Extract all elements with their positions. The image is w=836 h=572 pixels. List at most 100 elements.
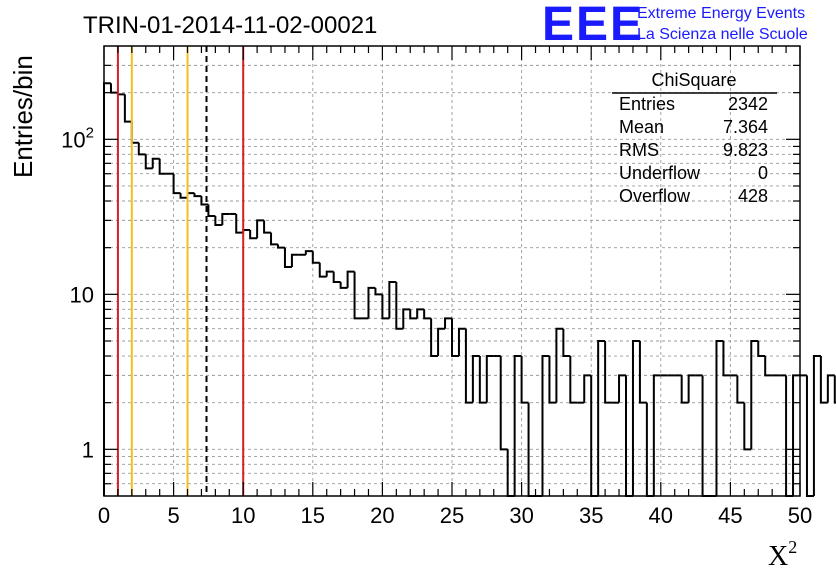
histogram-bin xyxy=(826,374,835,403)
histogram-bin xyxy=(464,328,473,404)
histogram-bin xyxy=(381,294,390,320)
histogram-bin xyxy=(430,318,439,358)
histogram-bin xyxy=(590,375,599,497)
eee-logo: EEE xyxy=(542,0,644,51)
x-tick-label: 20 xyxy=(370,503,394,528)
stats-box: ChiSquare Entries 2342 Mean 7.364 RMS 9.… xyxy=(612,70,777,206)
stats-row: Entries 2342 xyxy=(619,94,768,114)
stats-label: Entries xyxy=(619,94,675,114)
histogram-bin xyxy=(631,339,640,496)
histogram-bin xyxy=(457,327,466,357)
histogram-bin xyxy=(569,356,578,404)
histogram-bin xyxy=(792,374,800,496)
histogram-bin xyxy=(520,356,529,404)
histogram-bin xyxy=(625,375,633,497)
histogram-bin xyxy=(555,327,564,403)
histogram-bin xyxy=(123,94,132,123)
histogram-bin xyxy=(242,229,251,233)
x-axis-label: X2 xyxy=(768,537,797,572)
x-tick-label: 30 xyxy=(509,503,533,528)
histogram-bin xyxy=(722,340,731,377)
histogram-bin xyxy=(151,157,160,169)
histogram-bin xyxy=(597,339,606,496)
stats-row: Mean 7.364 xyxy=(619,117,768,137)
histogram-bin xyxy=(743,402,752,451)
histogram-bin xyxy=(388,281,397,319)
stats-title: ChiSquare xyxy=(651,70,736,90)
stats-value: 7.364 xyxy=(723,117,768,137)
histogram-bin xyxy=(583,374,592,403)
x-tick-label: 0 xyxy=(98,503,110,528)
histogram-bin xyxy=(235,213,244,234)
histogram-bin xyxy=(805,375,814,497)
reference-lines xyxy=(116,46,245,496)
histogram-bin xyxy=(318,262,327,278)
histogram-bin xyxy=(325,270,334,277)
histogram-bin xyxy=(283,247,292,269)
x-axis-label-superscript: 2 xyxy=(788,537,797,557)
histogram-bin xyxy=(109,83,118,94)
brand-line-1: Extreme Energy Events xyxy=(637,5,805,22)
y-tick-label: 10 xyxy=(70,282,94,307)
histogram-bin xyxy=(144,154,153,170)
histogram-bin xyxy=(562,328,571,358)
histogram-bin xyxy=(416,308,425,319)
histogram-bin xyxy=(256,219,265,239)
histogram-bin xyxy=(652,374,661,496)
stats-label: RMS xyxy=(619,140,659,160)
y-tick-label: 102 xyxy=(61,124,94,152)
histogram-bin xyxy=(604,340,613,404)
histogram-bin xyxy=(833,375,836,404)
histogram-bin xyxy=(193,193,202,198)
histogram-bin xyxy=(374,287,383,296)
histogram-bin xyxy=(785,375,794,497)
histogram-bin xyxy=(819,356,828,404)
histogram-bin xyxy=(214,216,223,227)
histogram-bin xyxy=(332,271,341,284)
histogram-bin xyxy=(339,282,348,289)
y-tick-label: 1 xyxy=(82,437,94,462)
stats-value: 9.823 xyxy=(723,140,768,160)
histogram-bin xyxy=(277,244,285,249)
stats-value: 428 xyxy=(738,186,768,206)
histogram-bin xyxy=(444,317,452,329)
x-tick-label: 10 xyxy=(231,503,255,528)
histogram-bin xyxy=(263,220,272,234)
histogram-bin xyxy=(353,271,362,320)
histogram-bin xyxy=(103,82,111,496)
stats-label: Mean xyxy=(619,117,664,137)
histogram-bin xyxy=(207,204,216,218)
x-tick-label: 25 xyxy=(440,503,464,528)
histogram-bin xyxy=(764,356,773,377)
histogram-bin xyxy=(618,374,626,403)
stats-value: 2342 xyxy=(728,94,768,114)
histogram-bin xyxy=(158,158,167,175)
histogram-bin xyxy=(471,355,480,403)
histogram-bin xyxy=(437,327,446,357)
y-tick-label-exponent: 2 xyxy=(86,124,94,141)
histogram-bin xyxy=(402,308,411,329)
histogram-bin xyxy=(311,251,320,264)
stats-row: RMS 9.823 xyxy=(619,140,768,160)
y-axis-label: Entries/bin xyxy=(8,55,38,178)
grid xyxy=(104,46,800,496)
histogram-bin xyxy=(478,356,487,404)
histogram-bin xyxy=(548,356,557,404)
histogram-bin xyxy=(290,253,299,268)
histogram-bin xyxy=(513,355,522,496)
brand-line-2: La Scienza nelle Scuole xyxy=(637,26,808,43)
histogram-bin xyxy=(186,192,195,198)
histogram-bin xyxy=(137,142,146,156)
histogram-bin xyxy=(757,340,766,358)
histogram-bin xyxy=(423,309,432,320)
histogram-bin xyxy=(680,375,689,404)
histogram-bin xyxy=(451,318,459,358)
histogram-bin xyxy=(701,375,710,497)
histogram-bin xyxy=(485,355,494,403)
histogram-bin xyxy=(750,339,759,450)
histogram-bin xyxy=(409,309,418,320)
x-tick-label: 45 xyxy=(718,503,742,528)
histogram-bin xyxy=(346,270,355,288)
